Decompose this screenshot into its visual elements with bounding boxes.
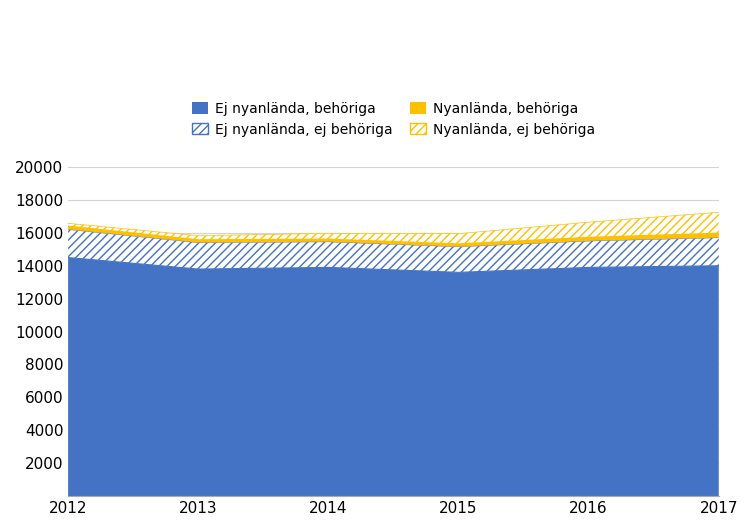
Legend: Ej nyanlända, behöriga, Ej nyanlända, ej behöriga, Nyanlända, behöriga, Nyanländ: Ej nyanlända, behöriga, Ej nyanlända, ej… <box>191 101 596 136</box>
